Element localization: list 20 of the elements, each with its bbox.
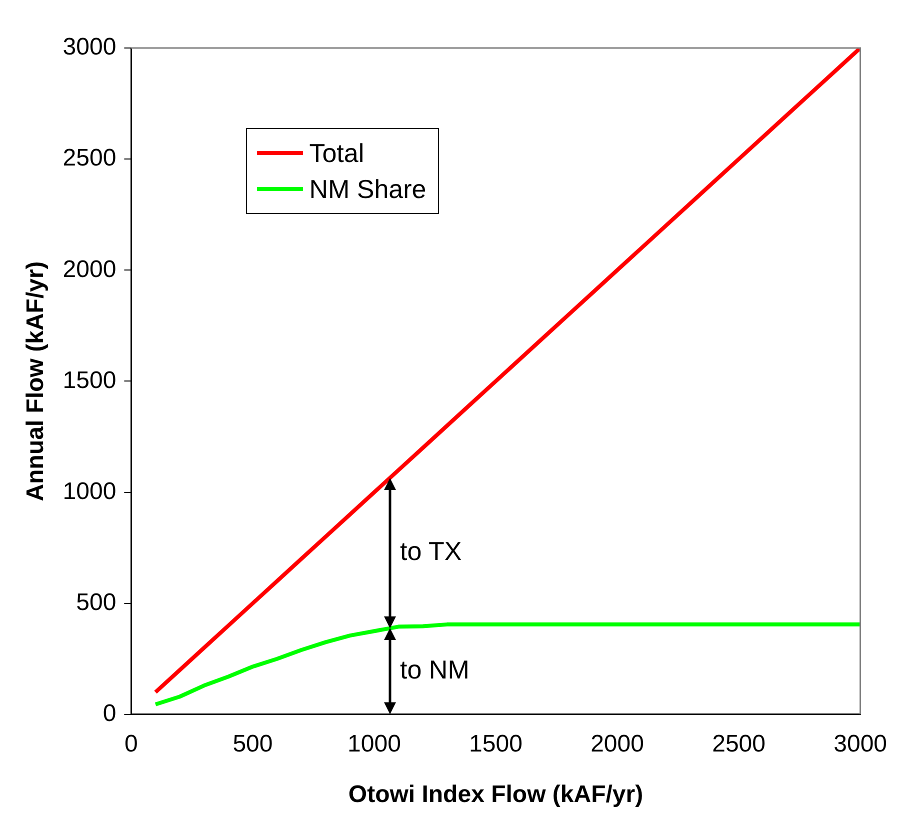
y-tick-label: 1000 xyxy=(62,478,116,505)
y-axis-title: Annual Flow (kAF/yr) xyxy=(22,261,50,502)
x-tick-label: 1000 xyxy=(348,730,401,758)
legend-label: Total xyxy=(309,137,364,170)
x-tick-label: 0 xyxy=(124,730,138,758)
annotation: to TX xyxy=(400,536,462,566)
y-tick-label: 500 xyxy=(76,588,116,616)
y-tick-label: 1500 xyxy=(62,366,116,394)
y-tick-label: 2500 xyxy=(62,144,116,172)
y-tick-label: 2000 xyxy=(62,256,116,283)
y-tick-label: 3000 xyxy=(62,34,116,61)
x-tick-label: 500 xyxy=(232,730,273,758)
y-tick-label: 0 xyxy=(102,700,116,728)
x-tick-label: 3000 xyxy=(834,730,887,758)
annotation: to NM xyxy=(400,654,470,684)
x-tick-label: 2000 xyxy=(590,730,644,758)
x-axis-title: Otowi Index Flow (kAF/yr) xyxy=(348,781,644,808)
legend-label: NM Share xyxy=(309,173,426,206)
x-tick-label: 1500 xyxy=(469,730,522,758)
x-tick-label: 2500 xyxy=(712,730,766,758)
